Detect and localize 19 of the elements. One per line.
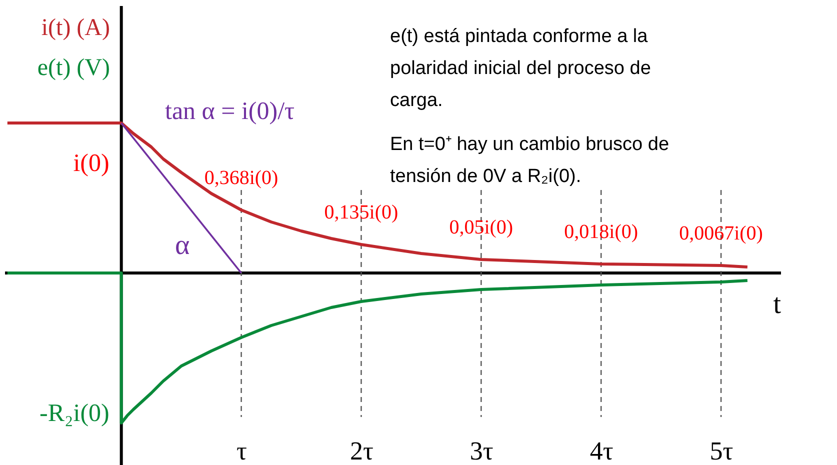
- x-axis-title: t: [773, 289, 782, 320]
- annotation: α: [175, 230, 190, 261]
- x-tick-label: 5τ: [710, 436, 734, 465]
- x-tick-label: 4τ: [590, 436, 614, 465]
- annotation: En t=0⁺ hay un cambio brusco de tensión de 0V a R₂i(0).: [390, 134, 670, 187]
- text: e(t) está pintada conforme a la polaridad inicial del proceso de carga.: [390, 26, 651, 111]
- annotation: -R₂i(0): [40, 400, 110, 427]
- text: e(t) (V): [37, 55, 110, 81]
- annotation: 0,368i(0): [204, 167, 278, 189]
- x-tick-label: 3τ: [470, 436, 494, 465]
- annotation: tan α = i(0)/τ: [165, 98, 295, 125]
- annotation: 0,018i(0): [564, 221, 638, 243]
- text: i(t) (A): [41, 15, 110, 41]
- annotation: i(0): [73, 150, 110, 177]
- annotation: 0,0067i(0): [679, 222, 763, 244]
- x-tick-label: 2τ: [350, 436, 374, 465]
- annotation: 0,135i(0): [324, 202, 398, 224]
- x-tick-label: τ: [236, 436, 248, 465]
- annotation: 0,05i(0): [449, 216, 514, 238]
